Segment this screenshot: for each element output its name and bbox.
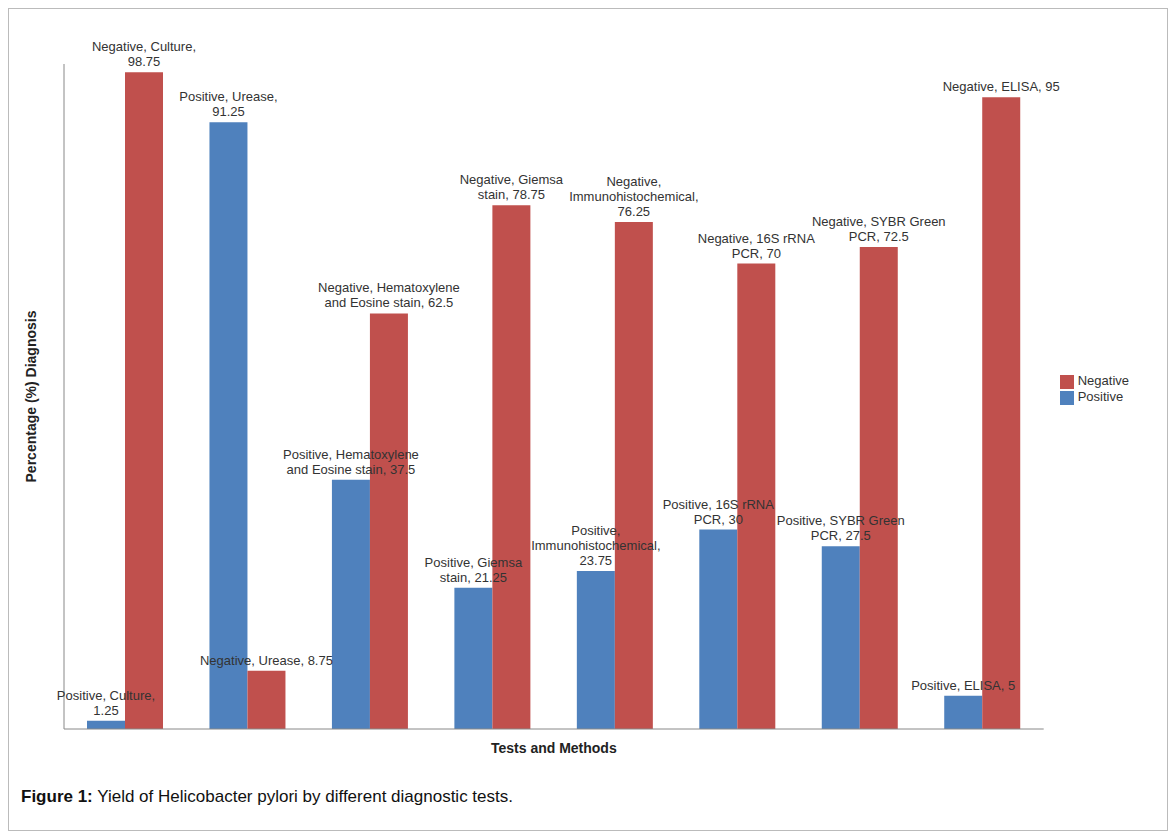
html-text:Figure 1: Yield of Helicobacte: Figure 1: Yield of Helicobacter pylori b… (21, 787, 513, 806)
svg-text:Tests and Methods: Tests and Methods (491, 740, 617, 756)
svg-text:Positive, SYBR GreenPCR, 27.5: Positive, SYBR GreenPCR, 27.5 (777, 513, 905, 543)
svg-text:Negative, 16S rRNAPCR, 70: Negative, 16S rRNAPCR, 70 (698, 231, 815, 261)
svg-text:Positive, Urease,91.25: Positive, Urease,91.25 (179, 89, 277, 119)
svg-text:Negative, ELISA, 95: Negative, ELISA, 95 (943, 79, 1060, 94)
svg-text:Negative, Hematoxyleneand Eosi: Negative, Hematoxyleneand Eosine stain, … (318, 280, 460, 310)
html-text:Negative: Negative (1077, 373, 1129, 389)
svg-text:Positive, ELISA, 5: Positive, ELISA, 5 (911, 678, 1015, 693)
svg-text:Negative, Culture,98.75: Negative, Culture,98.75 (92, 39, 196, 69)
svg-text:Positive, Culture,1.25: Positive, Culture,1.25 (57, 688, 155, 718)
svg-text:Negative,Immunohistochemical,7: Negative,Immunohistochemical,76.25 (569, 174, 698, 219)
svg-text:Positive,Immunohistochemical,2: Positive,Immunohistochemical,23.75 (531, 523, 660, 568)
svg-text:Negative, Giemsastain, 78.75: Negative, Giemsastain, 78.75 (460, 172, 564, 202)
svg-text:Negative, SYBR GreenPCR, 72.5: Negative, SYBR GreenPCR, 72.5 (812, 214, 946, 244)
svg-text:Percentage (%) Diagnosis: Percentage (%) Diagnosis (23, 310, 39, 482)
svg-text:Positive, Hematoxyleneand Eosi: Positive, Hematoxyleneand Eosine stain, … (283, 447, 419, 477)
svg-text:Positive, Giemsastain, 21.25: Positive, Giemsastain, 21.25 (425, 555, 523, 585)
html-text:Positive: Positive (1077, 389, 1124, 404)
svg-text:Negative, Urease, 8.75: Negative, Urease, 8.75 (200, 653, 333, 668)
svg-text:Positive, 16S rRNAPCR, 30: Positive, 16S rRNAPCR, 30 (663, 497, 775, 527)
